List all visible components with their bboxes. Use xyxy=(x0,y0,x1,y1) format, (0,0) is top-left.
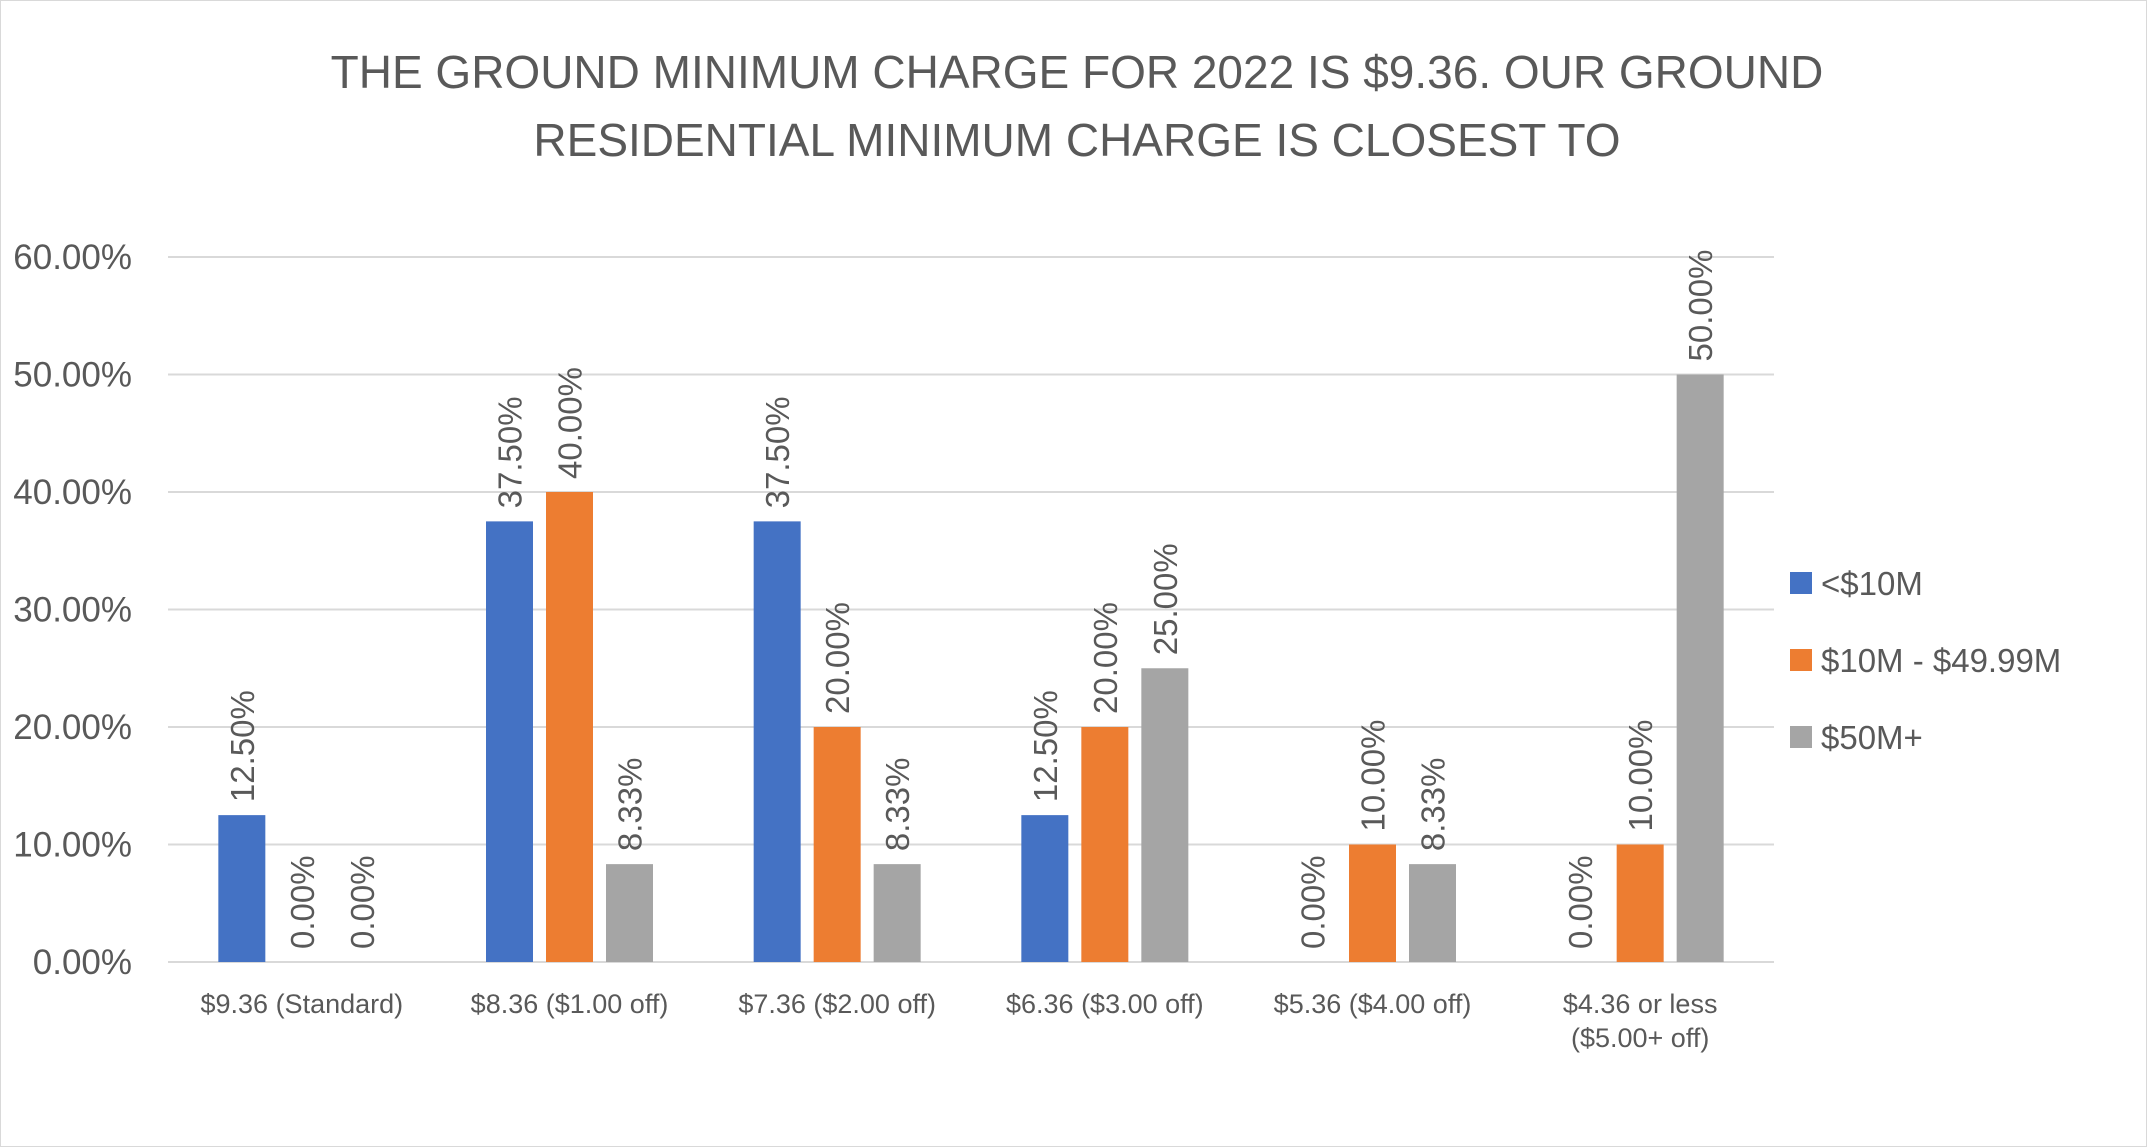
bar xyxy=(873,864,921,962)
bar xyxy=(1676,374,1724,962)
x-tick-label: $7.36 ($2.00 off) xyxy=(738,989,936,1019)
data-label: 37.50% xyxy=(759,396,796,508)
data-label: 10.00% xyxy=(1355,720,1392,832)
data-label: 0.00% xyxy=(284,855,321,949)
x-tick-label: $6.36 ($3.00 off) xyxy=(1006,989,1204,1019)
bar xyxy=(606,864,653,962)
x-tick-label: $4.36 or less ($5.00+ off) xyxy=(1563,989,1718,1053)
bars xyxy=(218,374,1724,962)
bar xyxy=(1141,668,1189,962)
y-axis-ticks: 0.00% 10.00% 20.00% 30.00% 40.00% 50.00% 60.00… xyxy=(13,238,132,982)
data-label: 8.33% xyxy=(612,758,649,852)
data-label: 0.00% xyxy=(344,855,381,949)
legend-swatch xyxy=(1790,649,1812,671)
legend-label: $50M+ xyxy=(1821,719,1923,756)
bar xyxy=(1616,844,1664,962)
data-label: 12.50% xyxy=(1027,690,1064,802)
x-tick-label: $9.36 (Standard) xyxy=(201,989,404,1019)
gridlines xyxy=(168,256,1774,963)
x-tick-label: $5.36 ($4.00 off) xyxy=(1274,989,1472,1019)
data-label: 50.00% xyxy=(1682,250,1719,362)
data-label: 8.33% xyxy=(1415,758,1452,852)
bar xyxy=(1021,815,1069,962)
x-axis-ticks: $9.36 (Standard) $8.36 ($1.00 off) $7.36 (… xyxy=(201,989,1718,1053)
y-tick-label: 40.00% xyxy=(13,473,132,512)
legend-swatch xyxy=(1790,572,1812,594)
y-tick-label: 60.00% xyxy=(13,238,132,277)
bar xyxy=(1349,844,1396,962)
legend-swatch xyxy=(1790,726,1812,748)
bar xyxy=(486,521,533,962)
bar xyxy=(813,727,861,962)
y-tick-label: 10.00% xyxy=(13,826,132,865)
chart-title-line-2: RESIDENTIAL MINIMUM CHARGE IS CLOSEST TO xyxy=(533,114,1620,166)
data-label: 0.00% xyxy=(1295,855,1332,949)
bar xyxy=(546,492,593,962)
y-tick-label: 20.00% xyxy=(13,708,132,747)
data-label: 0.00% xyxy=(1562,855,1599,949)
bar xyxy=(1081,727,1129,962)
bar xyxy=(753,521,801,962)
legend-label: <$10M xyxy=(1821,565,1923,602)
bar xyxy=(1409,864,1456,962)
chart-title: THE GROUND MINIMUM CHARGE FOR 2022 IS $9… xyxy=(331,46,1824,166)
y-tick-label: 30.00% xyxy=(13,591,132,630)
data-label: 12.50% xyxy=(224,690,261,802)
chart-title-line-1: THE GROUND MINIMUM CHARGE FOR 2022 IS $9… xyxy=(331,46,1824,98)
y-tick-label: 0.00% xyxy=(33,943,132,982)
y-tick-label: 50.00% xyxy=(13,356,132,395)
data-label: 20.00% xyxy=(1087,602,1124,714)
data-label: 8.33% xyxy=(879,758,916,852)
data-label: 40.00% xyxy=(552,367,589,479)
data-label: 10.00% xyxy=(1622,720,1659,832)
legend-label: $10M - $49.99M xyxy=(1821,642,2061,679)
bar xyxy=(218,815,266,962)
x-tick-label: $8.36 ($1.00 off) xyxy=(471,989,669,1019)
data-labels: 12.50% 0.00% 0.00% 37.50% 40.00% 8.33% 37.50% 2… xyxy=(224,250,1719,949)
data-label: 25.00% xyxy=(1147,543,1184,655)
legend: <$10M $10M - $49.99M $50M+ xyxy=(1790,565,2061,756)
data-label: 20.00% xyxy=(819,602,856,714)
data-label: 37.50% xyxy=(492,396,529,508)
